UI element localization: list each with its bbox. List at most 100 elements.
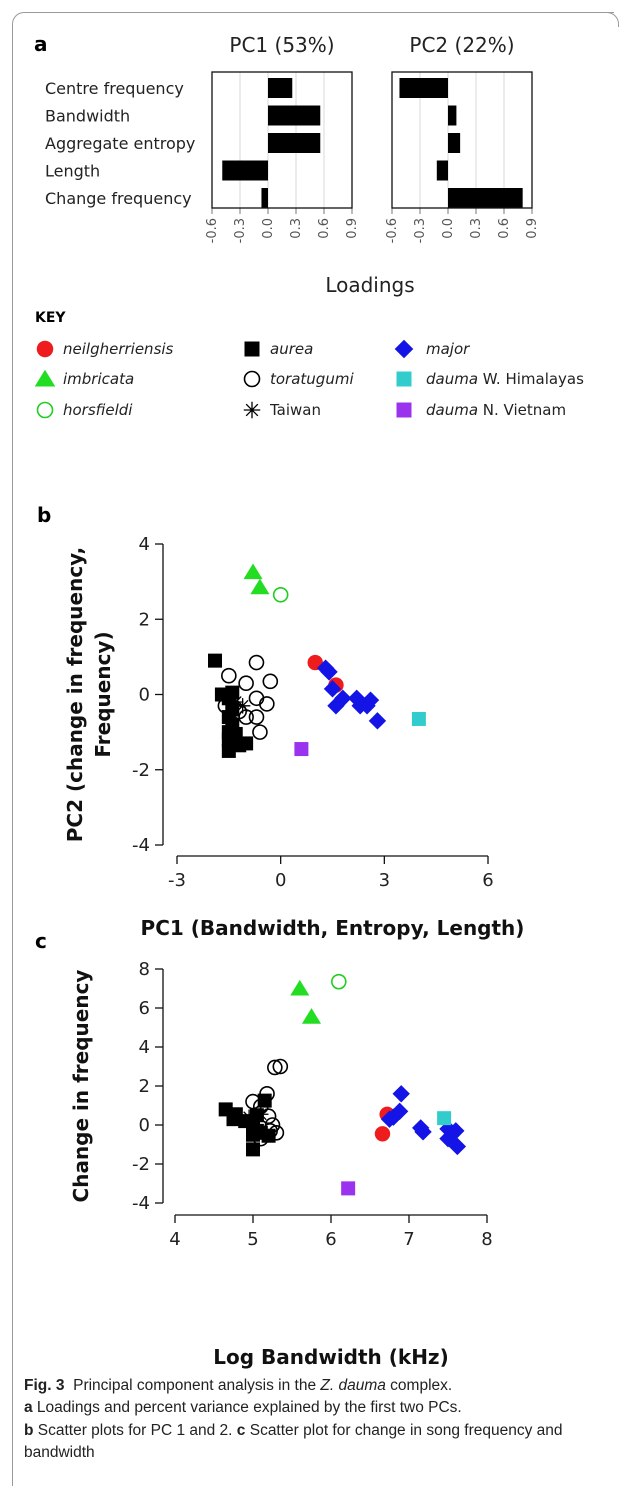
point-aurea-0 (208, 653, 223, 668)
legend-italic: neilgherriensis (63, 340, 174, 358)
point-toratugumi-0 (221, 667, 237, 684)
row-label-0: Centre frequency (45, 79, 184, 98)
caption-fig-label: Fig. 3 (24, 1377, 65, 1394)
point-toratugumi-9 (262, 1123, 278, 1139)
caption-a-label: a (24, 1399, 33, 1417)
point-imbricata-0 (243, 563, 263, 580)
point-horsfieldi-0 (330, 973, 347, 990)
caption-a-text: Loadings and percent variance explained … (32, 1399, 462, 1417)
y-axis-title-line: PC2 (change in frequency, (63, 547, 87, 843)
point-dauma_nv-0 (294, 742, 309, 757)
point-toratugumi-0 (267, 1059, 283, 1076)
point-toratugumi-6 (259, 696, 275, 712)
caption-species: Z. dauma (320, 1377, 386, 1394)
x-tick-label: 0.0 (441, 218, 456, 239)
panel-b-letter: b (37, 503, 51, 527)
caption-b-text: Scatter plots for PC 1 and 2. (33, 1421, 237, 1439)
loadings-chart: Centre frequency Bandwidth Aggregate entro… (45, 33, 540, 297)
legend-label-horsfieldi: horsfieldi (63, 401, 133, 419)
point-toratugumi-5 (248, 690, 265, 707)
legend-marker-neilgherriensis (36, 340, 54, 358)
legend-label-taiwan: Taiwan (269, 401, 321, 419)
figure-canvas: a Centre frequency Bandwidth Aggregate ent… (34, 32, 584, 1369)
legend: neilgherriensis aurea major imbricata toratu… (34, 339, 584, 419)
bar-0-0 (268, 78, 293, 98)
legend-italic: toratugumi (270, 370, 354, 388)
point-dauma_nv-0 (341, 1181, 356, 1196)
bar-1-4 (448, 188, 523, 208)
x-tick-label: 6 (325, 1229, 336, 1250)
y-tick-label: 6 (139, 998, 150, 1019)
point-toratugumi-7 (252, 1130, 269, 1147)
x-tick-label: 0.9 (345, 218, 360, 239)
x-axis-title: Loadings (325, 273, 414, 297)
bar-1-0 (399, 78, 448, 98)
point-major-5 (348, 689, 366, 707)
legend-label-imbricata: imbricata (63, 370, 134, 388)
y-tick-label: 4 (139, 1037, 150, 1058)
point-imbricata-0 (290, 979, 310, 996)
legend-label-dauma_wh: dauma W. Himalayas (426, 370, 584, 388)
point-imbricata-1 (301, 1008, 322, 1024)
legend-italic: dauma (426, 370, 478, 388)
plot-box (211, 71, 353, 209)
legend-plain: Taiwan (269, 401, 321, 419)
point-dauma_wh-0 (437, 1111, 452, 1126)
legend-marker-imbricata (34, 369, 56, 387)
legend-marker-horsfieldi (36, 401, 54, 419)
pc-title-0: PC1 (53%) (229, 33, 334, 57)
row-label-4: Change frequency (45, 189, 192, 208)
panel-a-letter: a (34, 32, 48, 56)
x-tick-label: 0 (275, 870, 286, 891)
pc-title-1: PC2 (22%) (409, 33, 514, 57)
x-tick-label: 0.0 (261, 218, 276, 239)
legend-label-neilgherriensis: neilgherriensis (63, 340, 174, 358)
figure-caption: Fig. 3 Principal component analysis in t… (24, 1375, 609, 1464)
x-tick-label: -0.3 (413, 218, 428, 243)
point-neilgherriensis-1 (374, 1126, 391, 1142)
point-major-3 (380, 1110, 399, 1128)
y-tick-label: 8 (139, 959, 150, 980)
x-tick-label: 0.6 (317, 218, 332, 239)
legend-marker-toratugumi (243, 370, 261, 388)
bar-1-2 (448, 133, 461, 153)
bar-0-3 (222, 160, 268, 181)
point-dauma_wh-0 (411, 711, 426, 726)
bar-0-2 (268, 133, 321, 153)
y-axis-title: PC2 (change in frequency, Frequency) (63, 547, 115, 843)
point-taiwan-0 (241, 1109, 257, 1125)
point-taiwan-0 (228, 694, 244, 710)
bar-0-4 (261, 188, 268, 208)
y-axis-title: Change in frequency (69, 970, 93, 1203)
x-tick-label: 5 (247, 1229, 258, 1250)
point-aurea-11 (246, 1142, 260, 1157)
x-tick-label: 3 (379, 870, 390, 891)
point-toratugumi-3 (245, 1093, 261, 1110)
bar-0-1 (268, 105, 321, 126)
point-aurea-10 (221, 743, 236, 758)
legend-plain: N. Vietnam (478, 401, 566, 419)
y-tick-label: 2 (139, 609, 150, 630)
x-tick-label: 8 (481, 1229, 492, 1250)
x-axis-title: PC1 (Bandwidth, Entropy, Length) (141, 916, 525, 940)
caption-c-label: c (236, 1421, 246, 1439)
x-tick-label: 0.9 (525, 218, 540, 239)
point-toratugumi-2 (238, 675, 254, 692)
row-label-2: Aggregate entropy (45, 134, 195, 153)
figure-frame (12, 12, 614, 1486)
legend-plain: W. Himalayas (478, 370, 584, 388)
point-taiwan-1 (234, 698, 251, 714)
x-tick-label: 7 (403, 1229, 414, 1250)
point-aurea-2 (226, 1112, 241, 1127)
legend-italic: aurea (270, 340, 313, 358)
legend-italic: dauma (426, 401, 478, 419)
row-label-1: Bandwidth (45, 107, 130, 126)
point-toratugumi-9 (252, 724, 268, 740)
legend-italic: major (426, 340, 470, 358)
point-toratugumi-3 (262, 673, 279, 690)
x-tick-label: -0.6 (385, 218, 400, 243)
point-imbricata-1 (250, 578, 270, 595)
point-major-0 (392, 1085, 410, 1103)
legend-italic: horsfieldi (63, 401, 133, 419)
point-toratugumi-6 (268, 1125, 285, 1141)
